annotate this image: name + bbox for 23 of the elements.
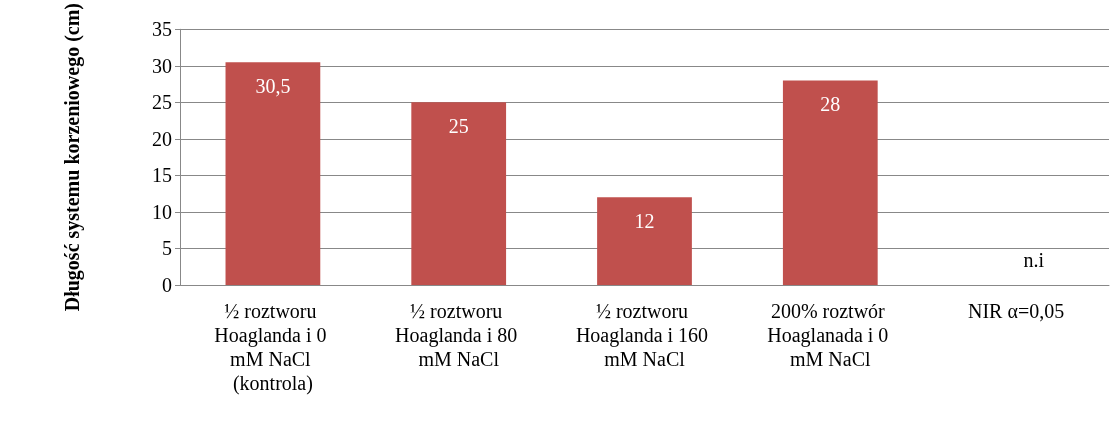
bar xyxy=(225,62,321,285)
y-tick-label: 15 xyxy=(152,164,172,187)
bar xyxy=(411,102,507,285)
x-tick-label: ½ roztworu Hoaglanda i 160 mM NaCl xyxy=(575,300,714,370)
x-tick-label: 200% roztwór Hoaglanada i 0 mM NaCl xyxy=(767,300,894,370)
bar xyxy=(597,197,692,285)
y-axis-title: Długość systemu korzeniowego (cm) xyxy=(61,3,84,312)
bar xyxy=(782,80,878,285)
data-label: 30,5 xyxy=(255,75,291,98)
y-tick-label: 35 xyxy=(152,18,172,41)
x-tick-label: ½ roztworu Hoaglanda i 80 mM NaCl xyxy=(395,300,523,370)
x-tick-label: NIR α=0,05 xyxy=(968,300,1065,322)
annotation: n.i xyxy=(1023,249,1045,271)
data-label: 28 xyxy=(820,93,841,116)
data-label: 12 xyxy=(634,210,655,233)
y-tick-label: 5 xyxy=(162,237,172,260)
y-tick-label: 20 xyxy=(152,127,172,150)
y-tick-label: 30 xyxy=(152,54,172,77)
y-tick-label: 0 xyxy=(162,274,172,296)
y-tick-label: 25 xyxy=(152,91,172,114)
x-tick-label: ½ roztworu Hoaglanda i 0 mM NaCl (kontrola) xyxy=(214,300,332,395)
data-label: 25 xyxy=(448,115,469,138)
y-tick-label: 10 xyxy=(152,200,172,223)
